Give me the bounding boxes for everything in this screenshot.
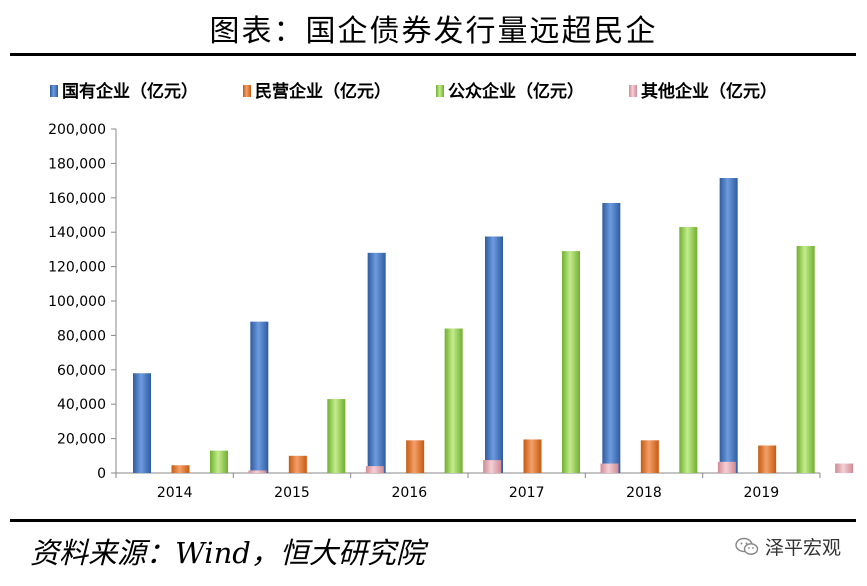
bar	[600, 463, 619, 473]
bar	[288, 455, 307, 473]
y-tick-label: 80,000	[57, 328, 106, 344]
bar	[835, 463, 854, 473]
legend-label: 公众企业（亿元）	[448, 81, 584, 102]
bars	[133, 178, 854, 473]
bar	[327, 399, 346, 473]
source-note: 资料来源：Wind，恒大研究院	[30, 536, 425, 570]
bar	[640, 440, 659, 473]
footer-divider	[10, 519, 856, 522]
bar	[365, 466, 384, 473]
y-tick-label: 120,000	[48, 260, 106, 276]
bar-chart: 国有企业（亿元） 民营企业（亿元） 公众企业（亿元） 其他企业（亿元） 0 20,000…	[48, 81, 854, 501]
bar	[367, 252, 386, 473]
bar	[483, 460, 502, 473]
y-tick-label: 20,000	[57, 432, 106, 448]
title-divider	[10, 53, 856, 56]
bar	[562, 251, 580, 473]
legend-swatch	[436, 85, 444, 97]
bar	[485, 236, 503, 473]
y-tick-label: 100,000	[48, 294, 106, 310]
bar	[796, 245, 815, 473]
bar	[717, 461, 736, 473]
x-tick-label: 2019	[744, 485, 780, 501]
bar	[248, 470, 267, 473]
x-tick-label: 2016	[392, 485, 428, 501]
x-axis: 2014 2015 2016 2017 2018 2019	[115, 472, 821, 501]
bar	[758, 445, 777, 473]
bar	[133, 373, 151, 473]
legend-label: 民营企业（亿元）	[255, 81, 391, 102]
watermark-text: 泽平宏观	[764, 537, 841, 559]
bar	[719, 178, 738, 473]
bar	[444, 328, 463, 473]
legend-label: 其他企业（亿元）	[641, 81, 777, 102]
page-title: 图表：国企债券发行量远超民企	[209, 14, 658, 49]
bar	[602, 202, 621, 473]
bar	[679, 227, 698, 473]
legend-swatch	[243, 85, 251, 97]
x-tick-label: 2017	[509, 485, 545, 501]
x-tick-label: 2015	[274, 485, 310, 501]
x-tick-label: 2018	[626, 485, 662, 501]
bar	[210, 450, 228, 473]
legend-swatch	[629, 85, 637, 97]
y-tick-label: 0	[97, 466, 106, 482]
watermark: 泽平宏观	[735, 533, 841, 560]
wechat-icon	[735, 537, 759, 555]
bar	[523, 439, 542, 473]
bar	[250, 321, 269, 473]
bar	[171, 465, 190, 473]
bar	[406, 440, 425, 473]
x-tick-label: 2014	[157, 485, 193, 501]
y-tick-label: 200,000	[48, 122, 106, 138]
y-axis: 0 20,000 40,000 60,000 80,000 100,000 120,000 1…	[48, 122, 117, 482]
legend-label: 国有企业（亿元）	[62, 81, 198, 102]
y-tick-label: 140,000	[48, 225, 106, 241]
y-tick-label: 40,000	[57, 397, 106, 413]
legend: 国有企业（亿元） 民营企业（亿元） 公众企业（亿元） 其他企业（亿元）	[50, 81, 777, 102]
legend-swatch	[50, 85, 58, 97]
y-tick-label: 60,000	[57, 363, 106, 379]
y-tick-label: 180,000	[48, 156, 106, 172]
y-tick-label: 160,000	[48, 191, 106, 207]
